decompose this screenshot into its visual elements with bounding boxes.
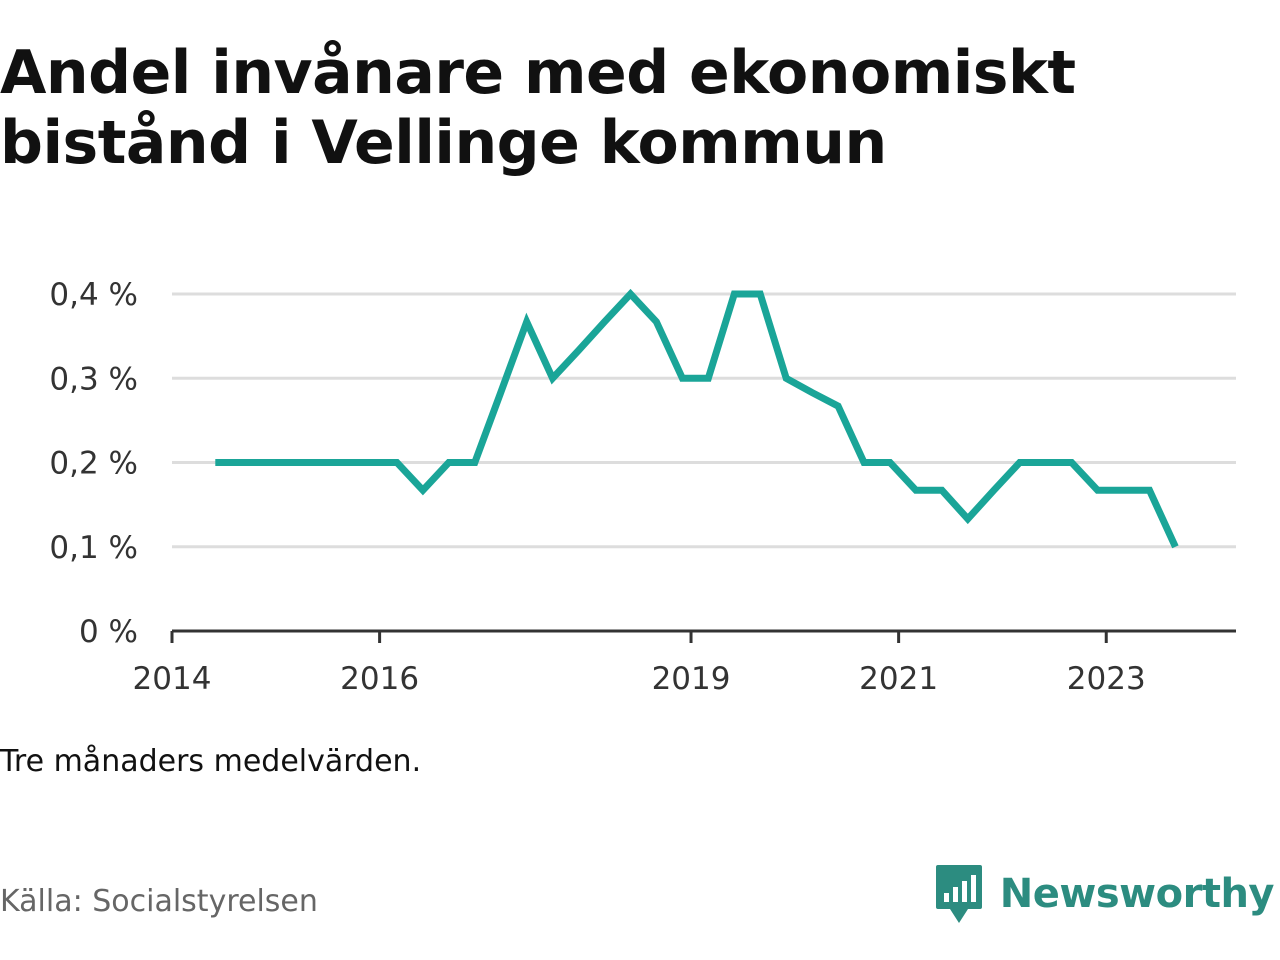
y-tick-label: 0,1 %	[49, 530, 138, 566]
x-tick-label: 2019	[652, 661, 731, 697]
x-tick-label: 2023	[1067, 661, 1146, 697]
y-tick-label: 0,2 %	[49, 446, 138, 482]
brand-logo[interactable]: Newsworthy	[934, 862, 1275, 926]
chart-title: Andel invånare med ekonomiskt bistånd i …	[0, 38, 1076, 178]
x-axis-ticks: 2014 2016 2019 2021 2023	[133, 631, 1146, 697]
gridlines	[172, 292, 1236, 549]
chart-note: Tre månaders medelvärden.	[0, 744, 422, 779]
newsworthy-logo-icon	[935, 865, 982, 923]
brand-name: Newsworthy	[999, 871, 1275, 917]
x-tick-label: 2021	[859, 661, 938, 697]
y-tick-label: 0,4 %	[49, 277, 138, 313]
y-axis-ticks: 0 % 0,1 % 0,2 % 0,3 % 0,4 %	[49, 277, 138, 650]
y-tick-label: 0 %	[79, 614, 138, 650]
x-tick-label: 2014	[133, 661, 212, 697]
line-chart: 0 % 0,1 % 0,2 % 0,3 % 0,4 % 2014 2016 2019 2021…	[49, 277, 1236, 697]
series-line	[215, 288, 1179, 549]
source-label: Källa: Socialstyrelsen	[0, 884, 318, 919]
x-tick-label: 2016	[340, 661, 419, 697]
y-tick-label: 0,3 %	[49, 361, 138, 397]
